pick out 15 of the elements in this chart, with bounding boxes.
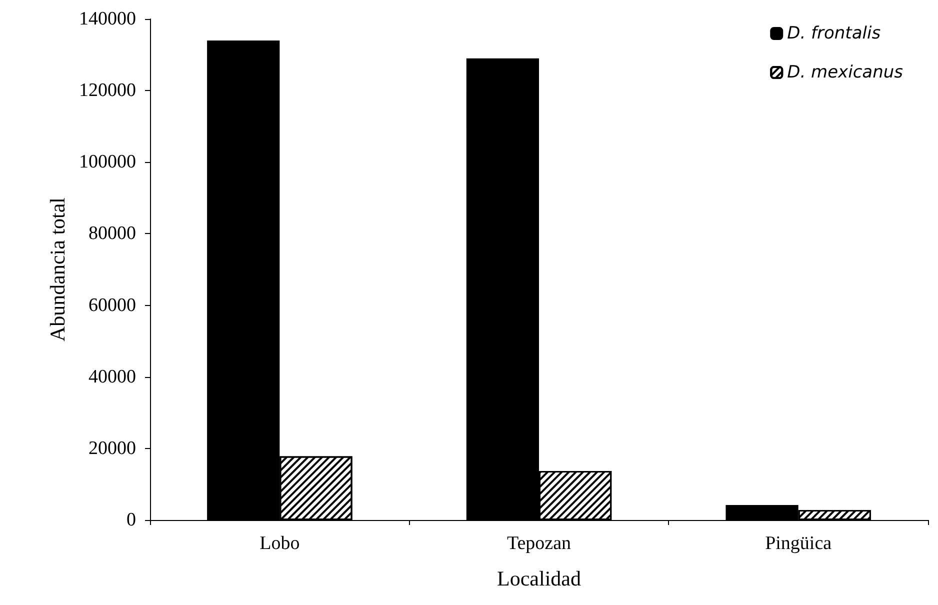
x-tick-label: Tepozan: [506, 533, 572, 554]
y-tick-label: 140000: [79, 8, 136, 30]
y-tick-label: 0: [126, 510, 136, 530]
x-tick-label: Pingüica: [765, 533, 832, 554]
y-tick-label: 40000: [88, 366, 136, 388]
x-tick-label: Lobo: [260, 533, 300, 554]
legend-label: D. mexicanus: [787, 62, 904, 82]
y-tick-label: 20000: [88, 438, 136, 459]
legend-label: D. frontalis: [787, 24, 881, 44]
y-tick-label: 60000: [88, 294, 136, 316]
y-axis-title: Abundancia total: [46, 197, 70, 342]
y-tick-label: 120000: [79, 80, 136, 102]
x-axis-title: Localidad: [497, 566, 582, 590]
y-tick-label: 80000: [88, 223, 136, 244]
y-tick-label: 100000: [79, 152, 136, 173]
